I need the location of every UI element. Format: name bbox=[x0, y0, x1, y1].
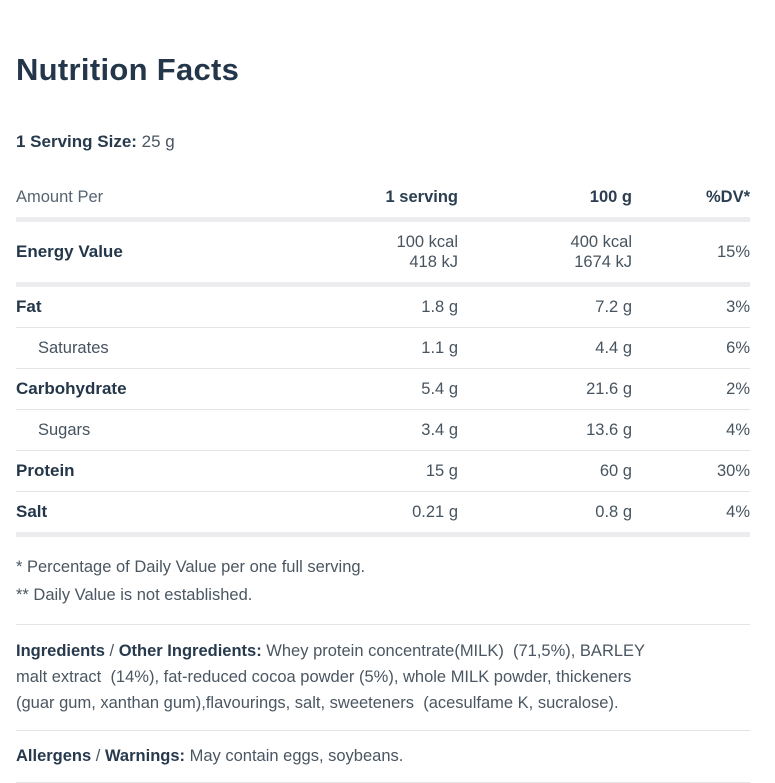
per100-value: 7.2 g bbox=[595, 298, 632, 316]
dv-value: 6% bbox=[726, 339, 750, 357]
table-header-row: Amount Per 1 serving 100 g %DV* bbox=[16, 183, 750, 217]
table-row-protein: Protein 15 g 60 g 30% bbox=[16, 451, 750, 491]
header-amount-per: Amount Per bbox=[16, 187, 104, 206]
table-row-energy: Energy Value 100 kcal 418 kJ 400 kcal 16… bbox=[16, 222, 750, 282]
table-row-sugars: Sugars 3.4 g 13.6 g 4% bbox=[16, 410, 750, 450]
table-row-saturates: Saturates 1.1 g 4.4 g 6% bbox=[16, 328, 750, 368]
dv-value: 15% bbox=[716, 243, 750, 261]
nutrient-name: Carbohydrate bbox=[16, 379, 127, 398]
other-ingredients-label: Other Ingredients: bbox=[118, 642, 262, 660]
serving-size-label: 1 Serving Size: bbox=[16, 132, 137, 151]
nutrient-name: Protein bbox=[16, 461, 75, 480]
table-row-fat: Fat 1.8 g 7.2 g 3% bbox=[16, 287, 750, 327]
divider-thin bbox=[16, 491, 750, 492]
serving-value: 1.1 g bbox=[421, 339, 458, 357]
footnotes: * Percentage of Daily Value per one full… bbox=[16, 553, 750, 609]
divider-thick bbox=[16, 217, 750, 222]
nutrient-name: Fat bbox=[16, 297, 42, 316]
dv-value: 4% bbox=[726, 503, 750, 521]
divider-thin bbox=[16, 730, 750, 731]
divider-thick bbox=[16, 532, 750, 537]
header-dv: %DV* bbox=[705, 188, 750, 206]
serving-value: 5.4 g bbox=[421, 380, 458, 398]
ingredients-section: Ingredients / Other Ingredients: Whey pr… bbox=[16, 625, 750, 730]
ingredients-text: Whey protein concentrate(MILK) (71,5%), … bbox=[16, 642, 646, 712]
header-1-serving: 1 serving bbox=[385, 188, 458, 206]
allergens-separator: / bbox=[91, 747, 105, 765]
dv-value: 2% bbox=[726, 380, 750, 398]
page-title: Nutrition Facts bbox=[16, 52, 240, 87]
ingredients-separator: / bbox=[104, 642, 119, 660]
allergens-text: May contain eggs, soybeans. bbox=[185, 747, 404, 765]
table-row-salt: Salt 0.21 g 0.8 g 4% bbox=[16, 492, 750, 532]
per100-value: 21.6 g bbox=[586, 380, 632, 398]
footnote-not-established: ** Daily Value is not established. bbox=[16, 586, 253, 604]
per100-value: 400 kcal 1674 kJ bbox=[570, 233, 632, 271]
per100-value: 4.4 g bbox=[595, 339, 632, 357]
footnote-daily-value: * Percentage of Daily Value per one full… bbox=[16, 558, 366, 576]
dv-value: 3% bbox=[726, 298, 750, 316]
serving-value: 0.21 g bbox=[412, 503, 458, 521]
nutrient-name: Sugars bbox=[38, 420, 91, 439]
warnings-label: Warnings: bbox=[104, 747, 186, 765]
serving-value: 15 g bbox=[425, 462, 458, 480]
serving-value: 3.4 g bbox=[421, 421, 458, 439]
nutrient-name: Saturates bbox=[38, 338, 109, 357]
divider-thin bbox=[16, 327, 750, 328]
nutrient-name: Energy Value bbox=[16, 242, 123, 261]
serving-value: 1.8 g bbox=[421, 298, 458, 316]
serving-size-value: 25 g bbox=[141, 132, 175, 151]
dv-value: 30% bbox=[716, 462, 750, 480]
allergens-section: Allergens / Warnings: May contain eggs, … bbox=[16, 731, 750, 782]
ingredients-label: Ingredients bbox=[16, 642, 105, 660]
divider-thick bbox=[16, 282, 750, 287]
divider-thin bbox=[16, 624, 750, 625]
divider-thin bbox=[16, 450, 750, 451]
serving-value: 100 kcal 418 kJ bbox=[396, 233, 458, 271]
dv-value: 4% bbox=[726, 421, 750, 439]
per100-value: 13.6 g bbox=[586, 421, 632, 439]
serving-size-line: 1 Serving Size: 25 g bbox=[16, 132, 750, 152]
nutrient-name: Salt bbox=[16, 502, 48, 521]
divider-thin bbox=[16, 368, 750, 369]
per100-value: 60 g bbox=[599, 462, 632, 480]
allergens-label: Allergens bbox=[16, 747, 92, 765]
ingredients-paragraph: Ingredients / Other Ingredients: Whey pr… bbox=[16, 638, 750, 716]
divider-thin bbox=[16, 409, 750, 410]
per100-value: 0.8 g bbox=[595, 503, 632, 521]
header-100g: 100 g bbox=[589, 188, 632, 206]
table-row-carbohydrate: Carbohydrate 5.4 g 21.6 g 2% bbox=[16, 369, 750, 409]
allergens-paragraph: Allergens / Warnings: May contain eggs, … bbox=[16, 743, 750, 769]
